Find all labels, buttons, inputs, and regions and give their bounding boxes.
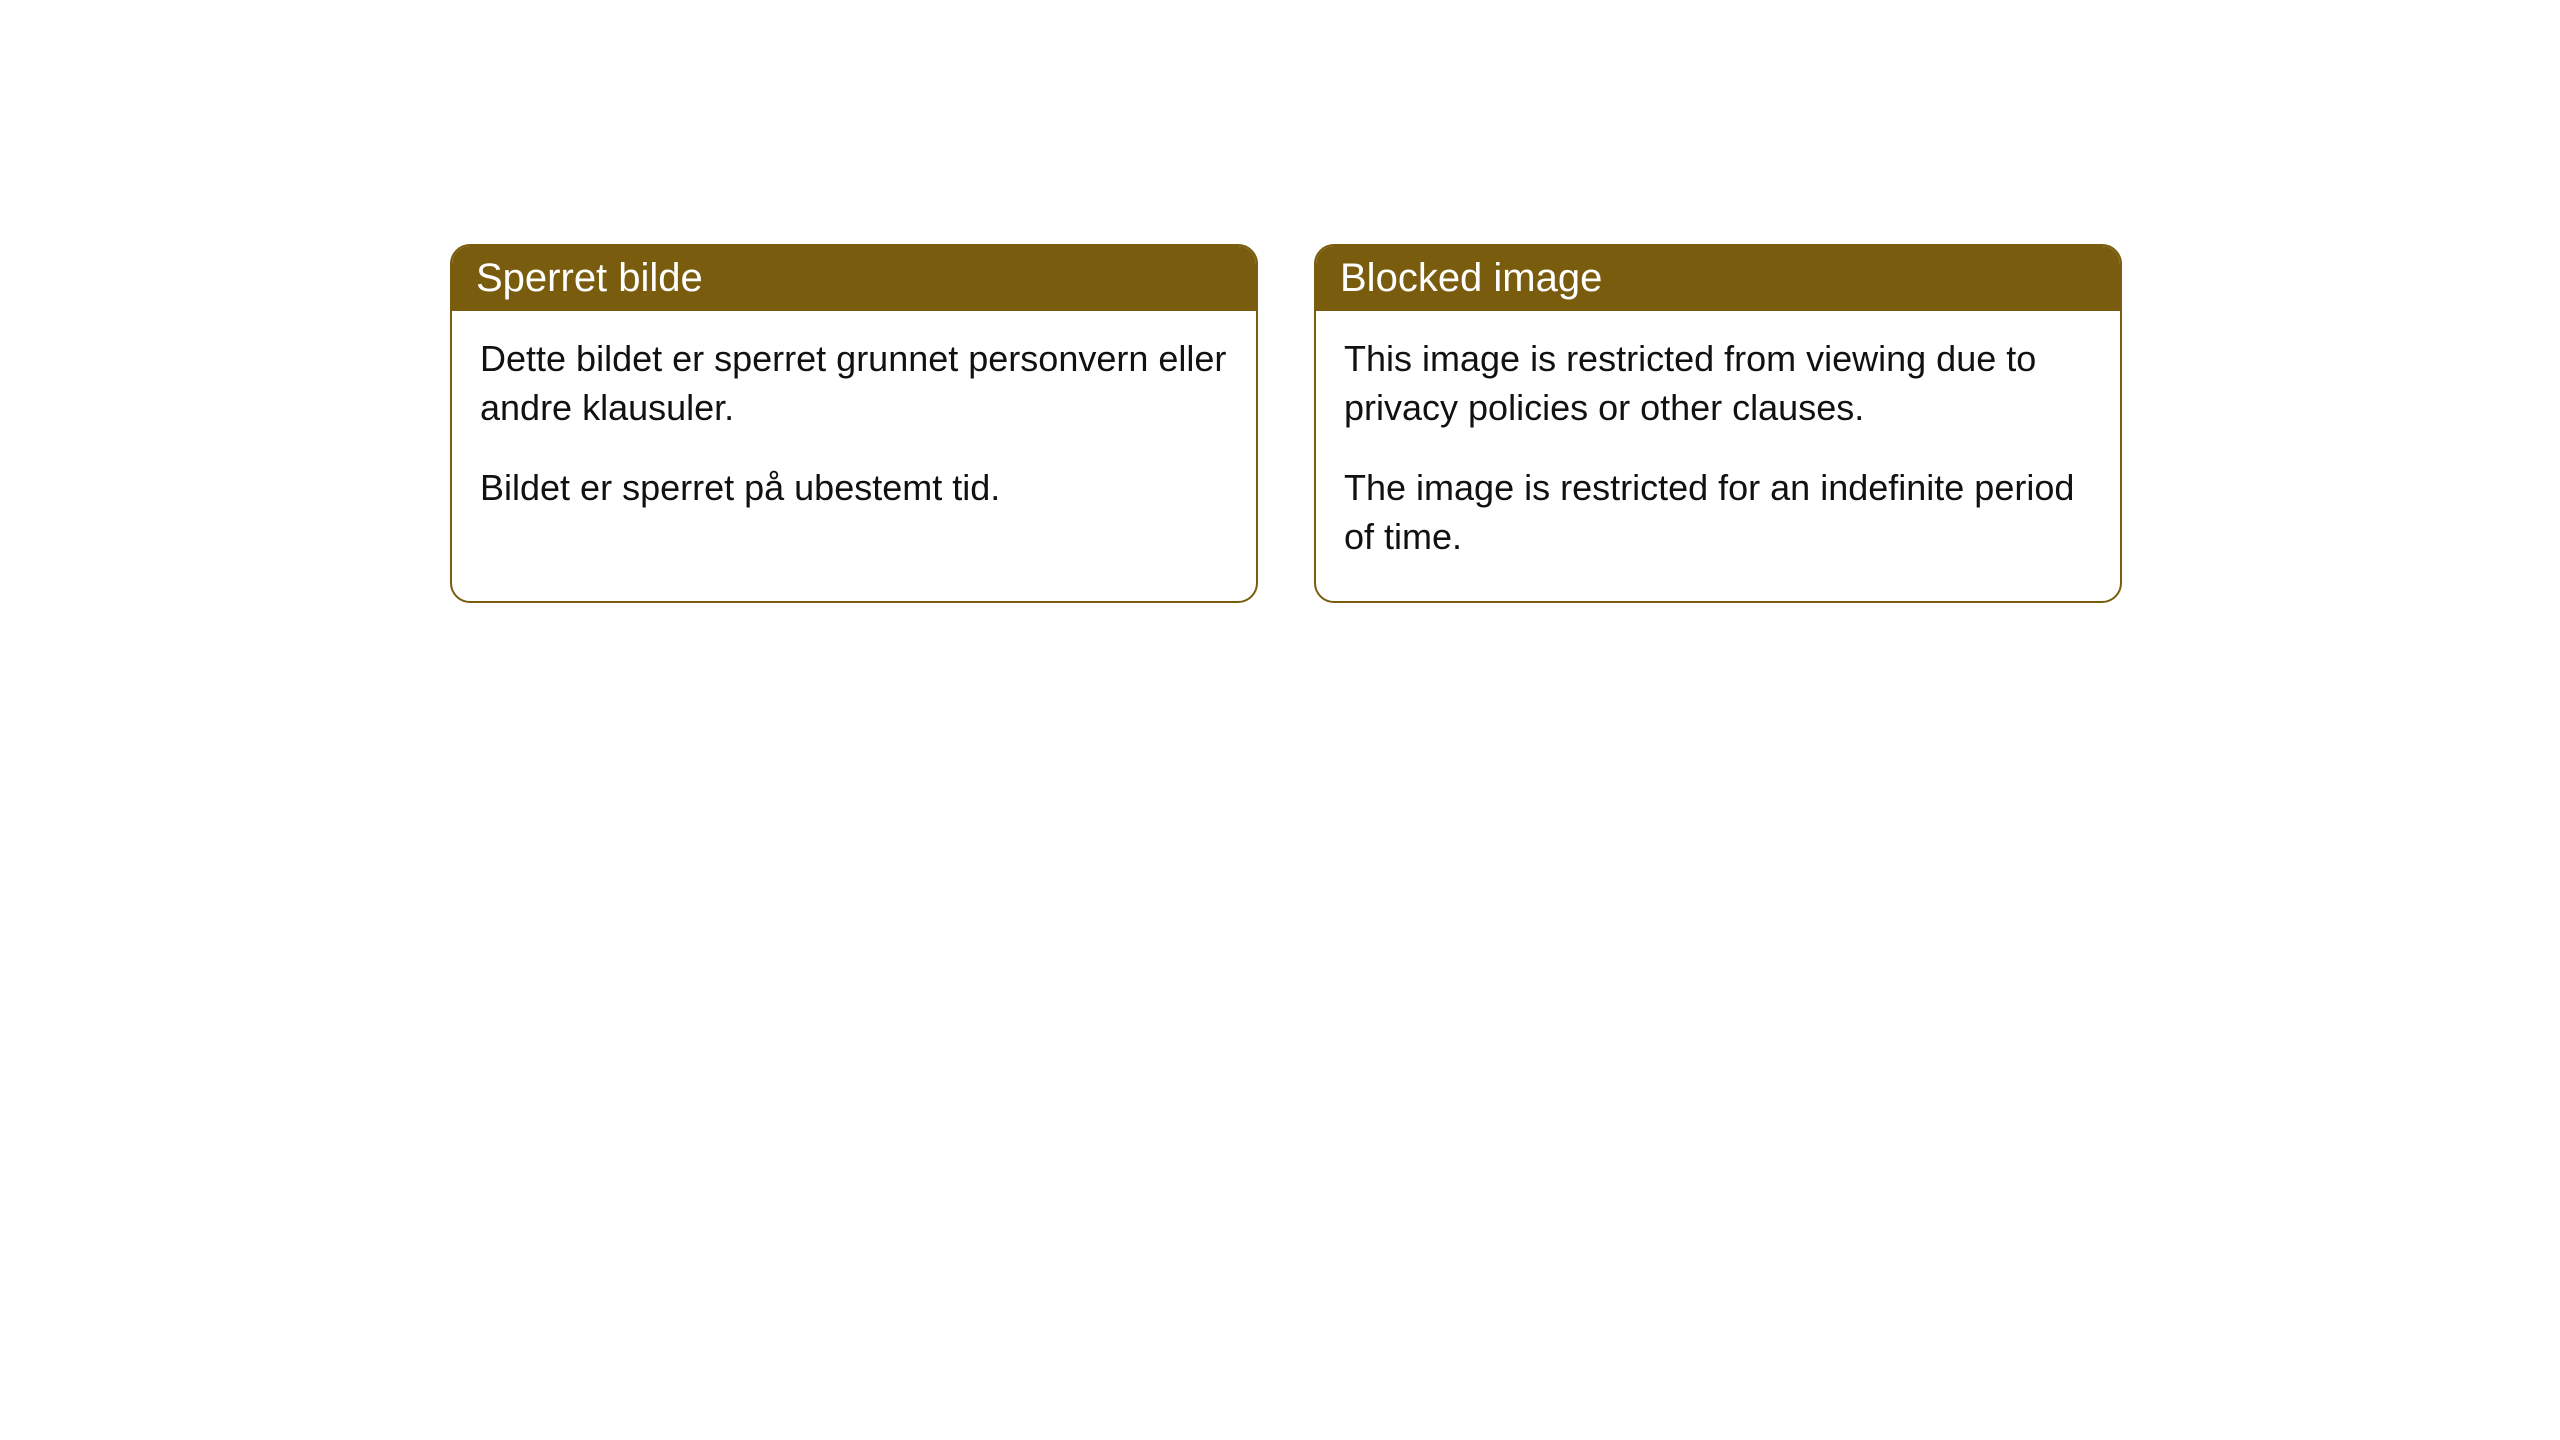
notice-card-english: Blocked image This image is restricted f… <box>1314 244 2122 603</box>
notice-body-norwegian: Dette bildet er sperret grunnet personve… <box>452 311 1256 553</box>
notice-paragraph-2-norwegian: Bildet er sperret på ubestemt tid. <box>480 464 1228 513</box>
notice-paragraph-2-english: The image is restricted for an indefinit… <box>1344 464 2092 561</box>
notice-card-norwegian: Sperret bilde Dette bildet er sperret gr… <box>450 244 1258 603</box>
notice-paragraph-1-norwegian: Dette bildet er sperret grunnet personve… <box>480 335 1228 432</box>
notice-container: Sperret bilde Dette bildet er sperret gr… <box>450 244 2122 603</box>
notice-title-english: Blocked image <box>1316 246 2120 311</box>
notice-title-norwegian: Sperret bilde <box>452 246 1256 311</box>
notice-paragraph-1-english: This image is restricted from viewing du… <box>1344 335 2092 432</box>
notice-body-english: This image is restricted from viewing du… <box>1316 311 2120 601</box>
